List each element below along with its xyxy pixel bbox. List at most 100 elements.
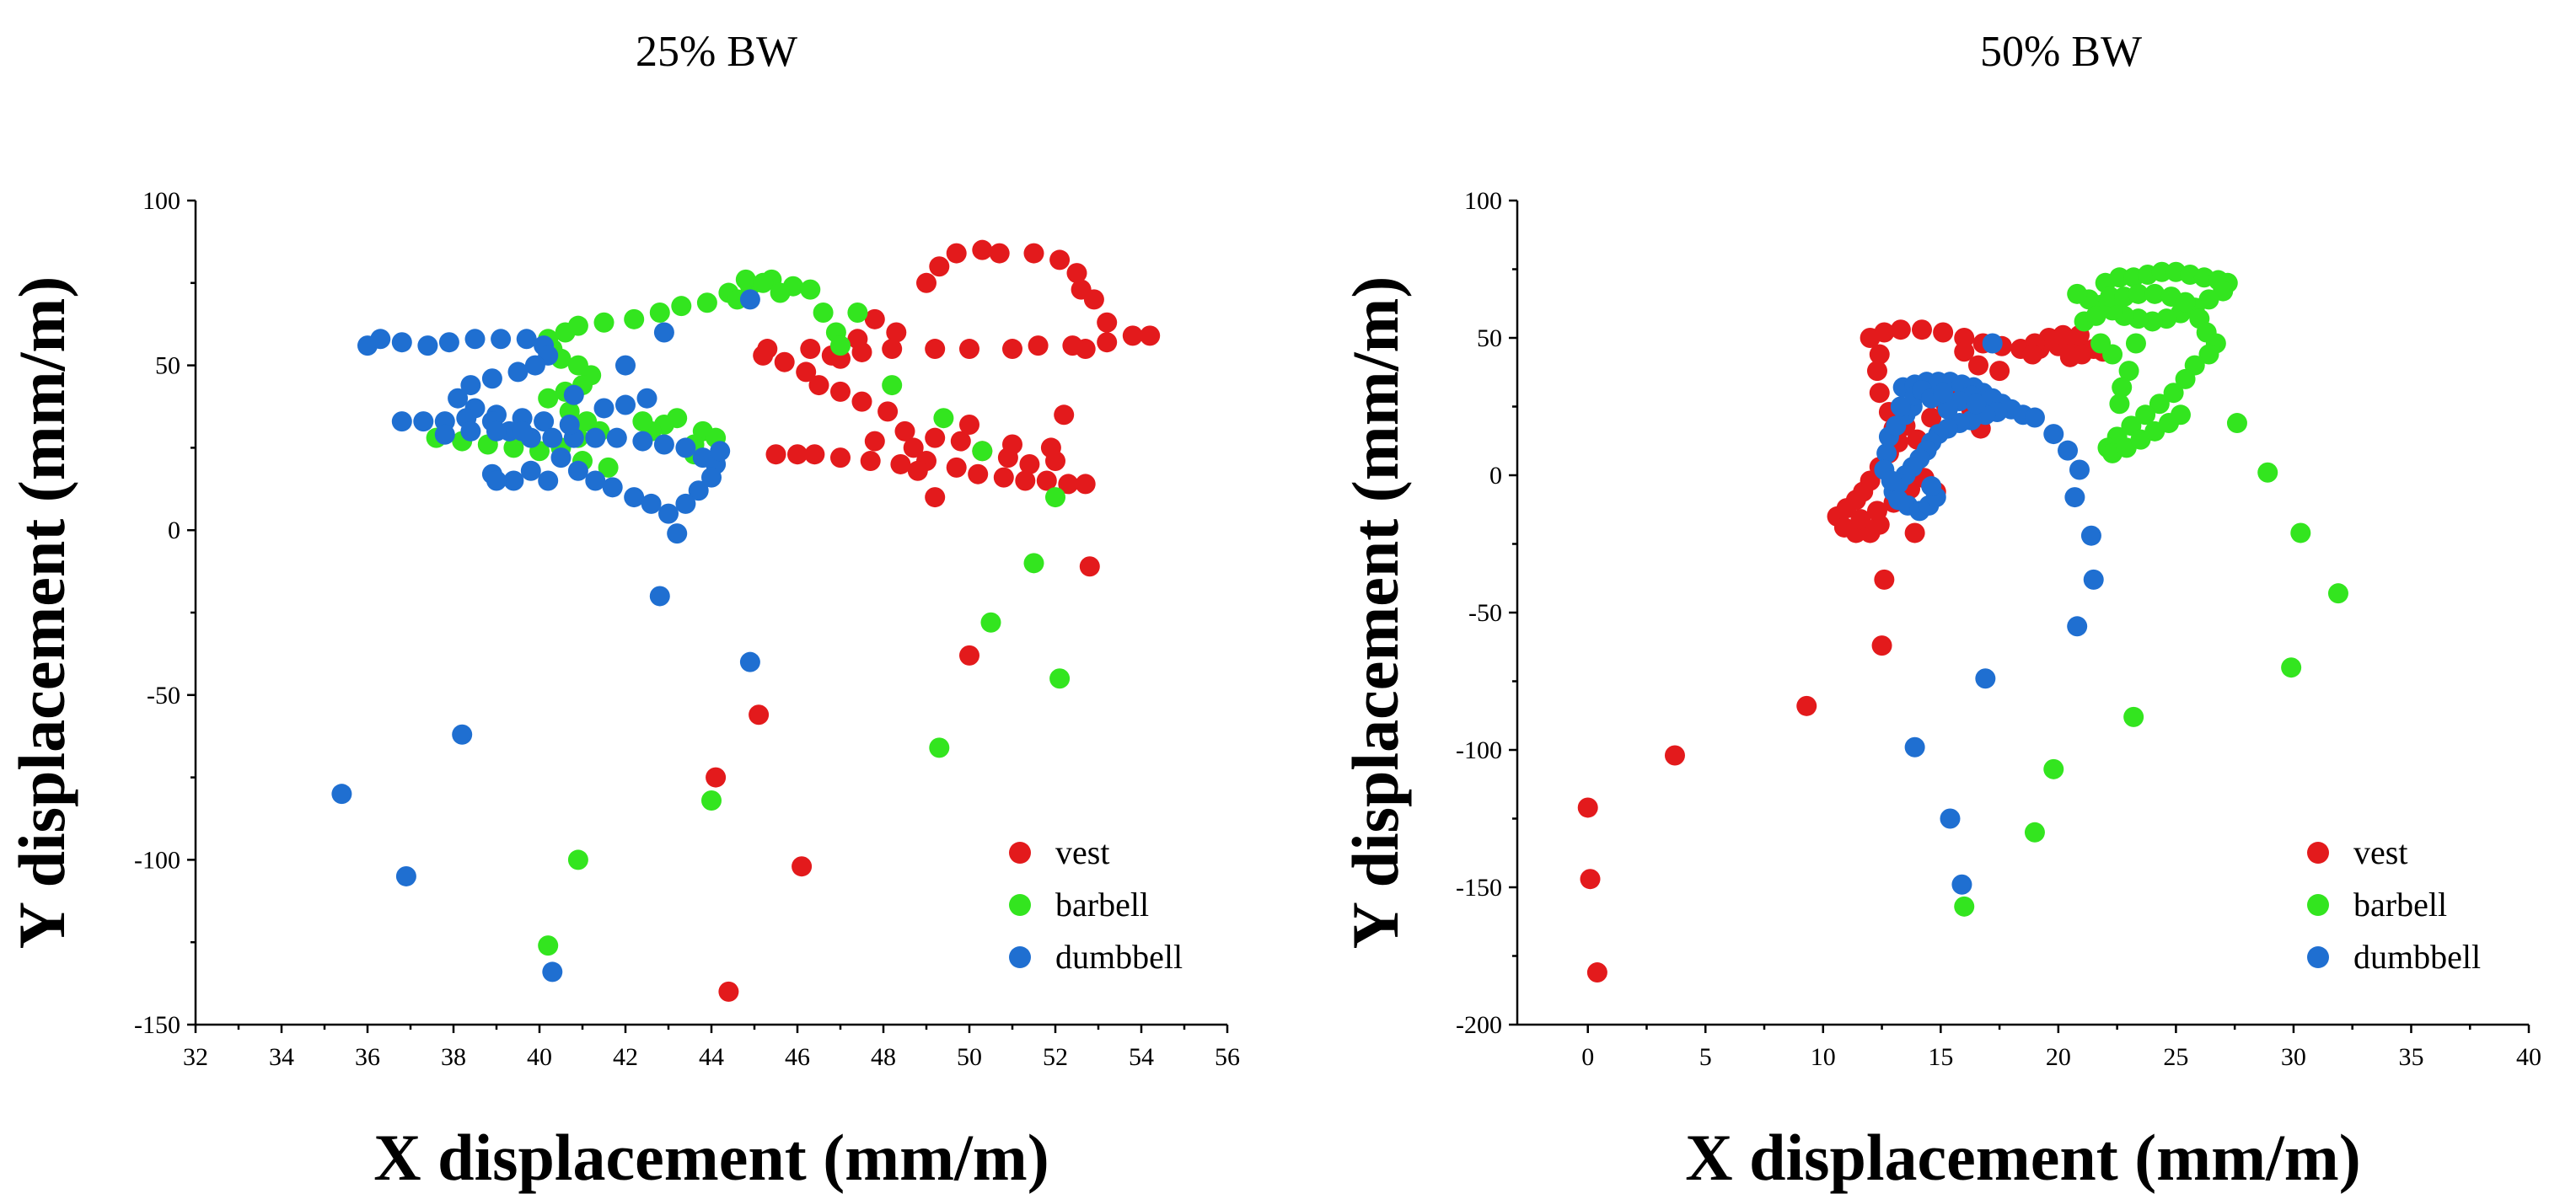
legend-label-dumbbell: dumbbell — [2353, 938, 2481, 976]
data-point-barbell — [696, 292, 717, 313]
y-axis-label: Y displacement (mm/m) — [1339, 276, 1412, 950]
data-point-vest — [916, 272, 936, 293]
data-point-vest — [796, 361, 817, 383]
data-point-vest — [877, 401, 899, 422]
data-point-dumbbell — [567, 460, 588, 481]
data-point-barbell — [830, 335, 851, 356]
data-point-dumbbell — [585, 470, 606, 491]
data-point-vest — [894, 420, 915, 442]
y-tick-label: 0 — [168, 517, 180, 544]
data-point-barbell — [2175, 368, 2196, 389]
data-point-dumbbell — [2083, 569, 2104, 590]
x-tick-label: 40 — [2516, 1043, 2541, 1071]
data-point-vest — [2022, 344, 2043, 365]
x-tick-label: 30 — [2281, 1043, 2306, 1071]
x-tick-label: 34 — [269, 1043, 294, 1071]
data-point-vest — [1097, 332, 1118, 353]
data-point-dumbbell — [563, 384, 584, 405]
legend: vest barbell dumbbell — [1009, 833, 1183, 976]
x-tick-label: 46 — [785, 1043, 810, 1071]
data-point-vest — [792, 856, 813, 877]
data-point-dumbbell — [434, 424, 455, 445]
data-point-vest — [1874, 569, 1895, 590]
data-point-dumbbell — [653, 322, 674, 343]
data-point-barbell — [2281, 657, 2302, 678]
data-point-vest — [1904, 522, 1925, 543]
data-point-vest — [1796, 695, 1817, 716]
data-point-dumbbell — [1876, 442, 1897, 463]
data-point-barbell — [2109, 394, 2130, 415]
y-tick-label: 50 — [155, 352, 180, 380]
data-point-barbell — [753, 272, 774, 293]
data-point-dumbbell — [1904, 736, 1925, 758]
y-tick-label: 0 — [1489, 462, 1502, 490]
chart-panel-25-bw: 25% BW -150 -100 -50 0 50 100 32 34 36 38 40 42 44 46 4… — [5, 28, 1240, 1194]
x-tick-label: 54 — [1129, 1043, 1154, 1071]
data-point-dumbbell — [486, 420, 507, 442]
data-point-dumbbell — [606, 427, 627, 448]
data-point-barbell — [2135, 404, 2156, 426]
data-point-barbell — [2149, 394, 2170, 415]
data-point-barbell — [632, 411, 653, 432]
data-point-vest — [993, 467, 1014, 488]
data-point-vest — [757, 339, 778, 360]
data-point-vest — [1023, 243, 1044, 264]
x-axis-label: X displacement (mm/m) — [373, 1121, 1049, 1194]
data-point-dumbbell — [688, 480, 709, 501]
data-point-vest — [1083, 289, 1104, 310]
chart-panel-50-bw: 50% BW -200 -150 -100 -50 0 50 100 0 5 10 15 20 25 30 3… — [1339, 28, 2541, 1194]
data-point-vest — [989, 243, 1010, 264]
data-point-barbell — [2024, 822, 2045, 843]
data-point-vest — [830, 381, 851, 402]
data-point-dumbbell — [658, 503, 679, 524]
data-point-barbell — [2128, 283, 2149, 304]
data-point-dumbbell — [649, 586, 670, 607]
data-point-barbell — [503, 437, 524, 458]
data-point-dumbbell — [602, 477, 623, 498]
legend-marker-dumbbell — [2307, 946, 2329, 968]
data-point-vest — [925, 487, 946, 508]
data-point-vest — [804, 444, 825, 465]
data-point-barbell — [538, 388, 559, 409]
data-point-barbell — [800, 279, 821, 300]
data-point-dumbbell — [460, 375, 481, 396]
data-point-dumbbell — [1933, 383, 1954, 404]
x-tick-label: 5 — [1699, 1043, 1712, 1071]
x-tick-label: 36 — [355, 1043, 380, 1071]
data-point-vest — [950, 431, 971, 452]
data-point-dumbbell — [520, 460, 541, 481]
data-point-dumbbell — [534, 411, 555, 432]
data-point-dumbbell — [1881, 470, 1902, 491]
data-point-vest — [1122, 325, 1143, 346]
data-point-vest — [1989, 361, 2010, 382]
data-point-vest — [1054, 404, 1075, 426]
x-tick-label: 50 — [957, 1043, 982, 1071]
data-point-barbell — [2085, 305, 2106, 326]
data-point-dumbbell — [593, 398, 614, 419]
data-point-vest — [1002, 434, 1022, 455]
data-point-dumbbell — [2024, 407, 2045, 428]
data-point-vest — [907, 460, 928, 481]
data-point-barbell — [2151, 261, 2172, 282]
data-point-vest — [903, 437, 924, 458]
data-point-vest — [2059, 346, 2080, 367]
data-point-vest — [1019, 453, 1040, 474]
data-point-barbell — [2112, 377, 2133, 398]
data-point-barbell — [735, 269, 756, 290]
data-point-barbell — [701, 790, 722, 811]
y-axis-label: Y displacement (mm/m) — [5, 276, 78, 950]
data-point-barbell — [2290, 522, 2311, 543]
data-point-barbell — [2257, 462, 2278, 483]
series-dumbbell — [331, 289, 760, 983]
data-point-barbell — [929, 737, 950, 758]
data-point-barbell — [598, 457, 619, 478]
data-point-vest — [1140, 325, 1161, 346]
x-tick-label: 48 — [871, 1043, 896, 1071]
data-point-vest — [1049, 249, 1071, 270]
series-vest — [1577, 319, 2113, 983]
data-point-dumbbell — [507, 361, 529, 383]
data-point-vest — [1869, 344, 1890, 365]
series-barbell — [1954, 261, 2348, 917]
data-point-dumbbell — [615, 355, 636, 376]
data-point-barbell — [2102, 344, 2123, 365]
